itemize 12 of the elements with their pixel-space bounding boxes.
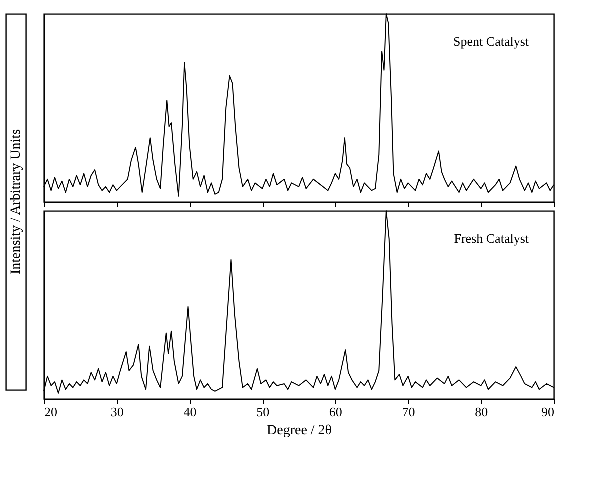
x-axis-title: Degree / 2θ [266,424,332,438]
text: Spent Catalyst [454,34,530,49]
x-tick-label: 50 [256,404,270,420]
text: Fresh Catalyst [454,231,530,246]
y-axis-title: Intensity / Arbitrary Units [9,129,24,275]
x-tick-label: 30 [110,404,124,420]
x-tick-label: 20 [44,404,58,420]
x-tick-label: 40 [184,404,197,420]
x-tick-label: 70 [402,404,416,420]
x-tick-label: 60 [329,404,342,420]
x-tick-label: 80 [475,404,488,420]
x-tick-label: 90 [542,404,554,420]
